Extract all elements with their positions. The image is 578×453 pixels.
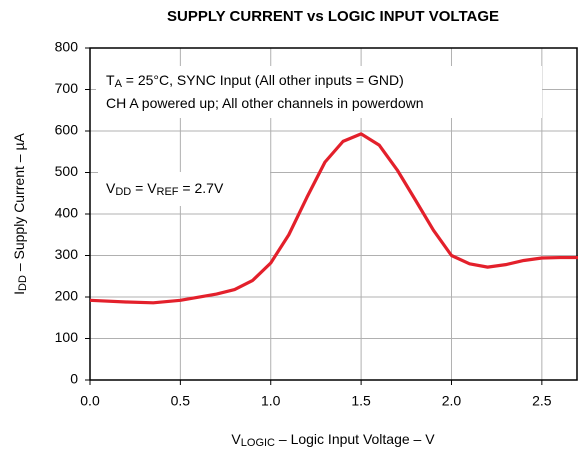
y-axis-label: IDD – Supply Current – µA xyxy=(11,132,29,294)
y-tick-label: 300 xyxy=(55,246,79,262)
x-tick-label: 1.5 xyxy=(351,393,371,409)
chart-title: SUPPLY CURRENT vs LOGIC INPUT VOLTAGE xyxy=(167,8,499,25)
y-tick-label: 700 xyxy=(55,80,79,96)
subscript: DD xyxy=(17,275,29,291)
x-tick-label: 1.0 xyxy=(261,393,281,409)
x-tick-label: 2.5 xyxy=(532,393,552,409)
subscript: A xyxy=(115,78,123,90)
annotation-box xyxy=(98,172,270,206)
y-tick-label: 200 xyxy=(55,288,79,304)
y-tick-label: 0 xyxy=(70,371,78,387)
y-tick-label: 600 xyxy=(55,122,79,138)
plot-frame xyxy=(89,47,578,381)
y-tick-label: 800 xyxy=(55,39,79,55)
label-part: V xyxy=(231,431,241,447)
x-tick-label: 0.0 xyxy=(80,393,100,409)
y-tick-label: 100 xyxy=(55,329,79,345)
x-axis-label: VLOGIC – Logic Input Voltage – V xyxy=(231,431,435,449)
label-part: I xyxy=(11,291,27,295)
label-part: – Supply Current – µA xyxy=(11,132,27,275)
x-tick-label: 0.5 xyxy=(171,393,191,409)
y-tick-label: 400 xyxy=(55,205,79,221)
label-part: CH A powered up; All other channels in p… xyxy=(106,95,424,111)
subscript: LOGIC xyxy=(241,437,275,449)
subscript: DD xyxy=(115,186,131,198)
label-part: V xyxy=(106,180,116,196)
annotation: TA = 25°C, SYNC Input (All other inputs … xyxy=(106,72,404,90)
annotation-box xyxy=(96,66,542,118)
data-line xyxy=(89,132,578,305)
y-tick-label: 500 xyxy=(55,163,79,179)
label-part: T xyxy=(106,72,115,88)
label-part: = 25°C, SYNC Input (All other inputs = G… xyxy=(122,72,404,88)
subscript: REF xyxy=(157,186,179,198)
annotation: VDD = VREF = 2.7V xyxy=(106,180,224,198)
label-part: = V xyxy=(131,180,157,196)
annotation: CH A powered up; All other channels in p… xyxy=(106,95,424,111)
x-tick-label: 2.0 xyxy=(442,393,462,409)
label-part: = 2.7V xyxy=(179,180,224,196)
label-part: – Logic Input Voltage – V xyxy=(275,431,435,447)
